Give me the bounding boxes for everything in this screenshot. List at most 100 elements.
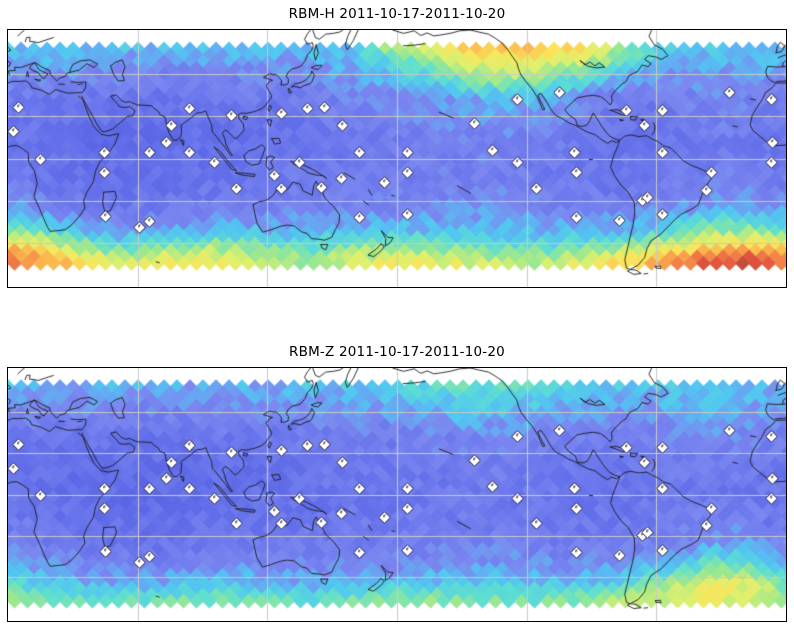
- buoy-marker-glyph: #: [102, 149, 107, 155]
- buoy-marker-glyph: #: [405, 149, 410, 155]
- buoy-marker-glyph: #: [515, 159, 520, 165]
- buoy-marker-glyph: #: [147, 553, 152, 560]
- buoy-marker-glyph: #: [137, 559, 142, 565]
- buoy-marker-glyph: #: [490, 147, 495, 153]
- buoy-marker-glyph: #: [624, 107, 629, 114]
- buoy-marker-glyph: #: [305, 442, 310, 449]
- buoy-marker-glyph: #: [704, 522, 709, 529]
- buoy-marker-glyph: #: [322, 441, 326, 447]
- buoy-marker-glyph: #: [534, 185, 539, 191]
- buoy-marker-glyph: #: [16, 104, 21, 111]
- buoy-marker-glyph: #: [103, 212, 108, 219]
- buoy-marker-glyph: #: [710, 169, 714, 175]
- buoy-marker-glyph: #: [339, 510, 344, 517]
- buoy-marker-glyph: #: [574, 548, 579, 555]
- buoy-marker-glyph: #: [770, 475, 775, 482]
- buoy-marker-glyph: #: [272, 172, 277, 178]
- buoy-marker-glyph: #: [102, 169, 107, 175]
- buoy-marker-glyph: #: [102, 505, 107, 511]
- buoy-marker-glyph: #: [279, 110, 284, 117]
- buoy-marker-glyph: #: [472, 457, 477, 463]
- buoy-marker-glyph: #: [187, 149, 192, 155]
- buoy-marker-glyph: #: [405, 485, 410, 491]
- buoy-marker-glyph: #: [147, 218, 152, 225]
- buoy-marker-glyph: #: [642, 122, 647, 129]
- buoy-marker-glyph: #: [38, 492, 43, 498]
- subplot-title-rbm-z: RBM-Z 2011-10-17-2011-10-20: [289, 344, 505, 360]
- buoy-marker-glyph: #: [642, 459, 647, 465]
- buoy-marker-glyph: #: [340, 459, 345, 465]
- buoy-marker-glyph: #: [38, 156, 43, 162]
- buoy-marker-glyph: #: [187, 442, 192, 449]
- buoy-marker-glyph: #: [660, 211, 665, 218]
- buoy-marker-glyph: #: [515, 432, 520, 439]
- buoy-marker-glyph: #: [617, 551, 622, 558]
- buoy-marker-glyph: #: [169, 122, 174, 129]
- buoy-marker-glyph: #: [357, 149, 362, 155]
- buoy-marker-glyph: #: [557, 89, 562, 96]
- buoy-marker-glyph: #: [572, 485, 577, 491]
- buoy-marker-glyph: #: [339, 175, 344, 181]
- buoy-marker-glyph: #: [147, 485, 152, 491]
- buoy-marker-glyph: #: [769, 159, 774, 165]
- buoy-marker-glyph: #: [137, 224, 142, 231]
- buoy-marker-glyph: #: [16, 441, 21, 447]
- buoy-marker-glyph: #: [405, 211, 410, 218]
- buoy-marker-glyph: #: [340, 122, 345, 129]
- buoy-marker-glyph: #: [382, 514, 387, 521]
- buoy-marker-glyph: #: [574, 169, 579, 175]
- buoy-marker-glyph: #: [769, 495, 774, 501]
- buoy-marker-glyph: #: [660, 444, 665, 450]
- buoy-marker-glyph: #: [297, 495, 302, 501]
- buoy-marker-glyph: #: [279, 185, 284, 191]
- buoy-marker-glyph: #: [557, 426, 562, 433]
- buoy-marker-glyph: #: [645, 529, 650, 535]
- buoy-marker-glyph: #: [103, 547, 108, 554]
- buoy-marker-glyph: #: [305, 105, 310, 112]
- buoy-marker-glyph: #: [645, 194, 650, 200]
- buoy-marker-glyph: #: [272, 507, 277, 514]
- buoy-marker-glyph: #: [164, 139, 169, 145]
- heatmap-canvas-rbm-z: [8, 367, 786, 621]
- buoy-marker-glyph: #: [187, 485, 192, 491]
- buoy-marker-glyph: #: [472, 120, 477, 126]
- map-axes-rbm-h: # # # # # # # # # # # # # # # # # # # # # # # # # # # # # # # # # # # # # # # #…: [7, 28, 787, 288]
- buoy-marker-glyph: #: [319, 183, 324, 190]
- buoy-marker-glyph: #: [660, 107, 665, 114]
- buoy-marker-glyph: #: [212, 159, 217, 165]
- buoy-marker-glyph: #: [164, 475, 169, 482]
- buoy-marker-glyph: #: [322, 104, 326, 111]
- buoy-marker-glyph: #: [11, 128, 16, 134]
- buoy-marker-glyph: #: [405, 505, 410, 511]
- heatmap-canvas-rbm-h: [8, 29, 786, 287]
- buoy-marker-glyph: #: [229, 449, 234, 455]
- buoy-marker-glyph: #: [624, 444, 629, 450]
- buoy-marker-glyph: #: [660, 149, 665, 155]
- buoy-marker-glyph: #: [704, 187, 709, 193]
- buoy-marker-glyph: #: [405, 169, 410, 175]
- buoy-marker-glyph: #: [727, 426, 732, 433]
- buoy-marker-glyph: #: [279, 520, 284, 526]
- buoy-marker-glyph: #: [187, 105, 192, 112]
- buoy-marker-glyph: #: [617, 216, 622, 223]
- buoy-marker-glyph: #: [357, 213, 362, 220]
- buoy-marker-glyph: #: [229, 112, 234, 119]
- buoy-marker-glyph: #: [770, 139, 775, 145]
- buoy-marker-glyph: #: [660, 546, 665, 553]
- buoy-marker-glyph: #: [319, 519, 324, 525]
- buoy-marker-glyph: #: [357, 548, 362, 555]
- buoy-marker-glyph: #: [234, 520, 239, 526]
- buoy-marker-glyph: #: [515, 495, 520, 501]
- buoy-marker-glyph: #: [212, 495, 217, 501]
- buoy-marker-glyph: #: [382, 179, 387, 185]
- buoy-marker-glyph: #: [660, 485, 665, 491]
- buoy-marker-glyph: #: [515, 95, 520, 102]
- buoy-marker-glyph: #: [169, 459, 174, 465]
- buoy-marker-glyph: #: [279, 447, 284, 453]
- buoy-marker-glyph: #: [710, 505, 714, 511]
- buoy-marker-glyph: #: [574, 213, 579, 220]
- buoy-marker-glyph: #: [534, 520, 539, 526]
- map-axes-rbm-z: # # # # # # # # # # # # # # # # # # # # # # # # # # # # # # # # # # # # # # # #…: [7, 366, 787, 622]
- buoy-marker-glyph: #: [357, 485, 362, 491]
